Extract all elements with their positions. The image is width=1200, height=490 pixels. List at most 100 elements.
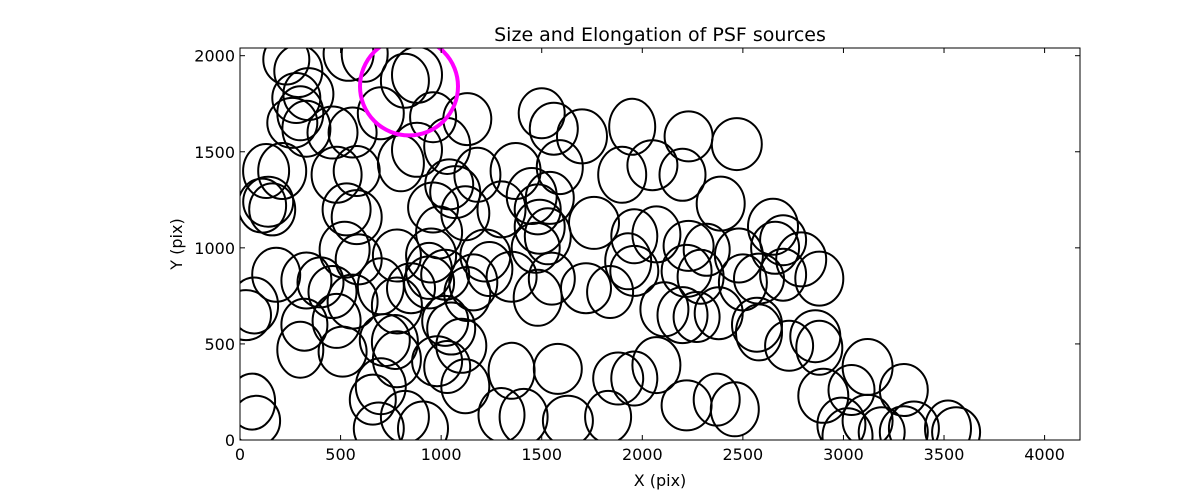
- x-tick-label: 2500: [723, 445, 764, 464]
- psf-source: [426, 301, 477, 356]
- psf-source: [597, 145, 648, 204]
- x-tick-label: 0: [235, 445, 245, 464]
- psf-source: [660, 379, 713, 432]
- psf-source: [541, 394, 594, 440]
- psf-source: [816, 396, 867, 440]
- psf-source: [586, 265, 635, 319]
- psf-source: [656, 286, 709, 345]
- psf-source: [584, 389, 633, 440]
- x-tick-label: 1500: [521, 445, 562, 464]
- psf-source: [273, 48, 324, 99]
- psf-source: [407, 181, 460, 234]
- psf-source: [340, 48, 389, 83]
- psf-source: [485, 250, 538, 303]
- chart-title: Size and Elongation of PSF sources: [494, 24, 826, 46]
- psf-source: [397, 400, 449, 440]
- psf-source: [242, 143, 291, 199]
- y-tick-label: 0: [225, 431, 235, 450]
- psf-source: [330, 189, 383, 246]
- psf-source: [759, 214, 808, 267]
- psf-source: [317, 325, 368, 378]
- psf-source: [240, 372, 277, 431]
- psf-source: [682, 222, 731, 277]
- psf-source: [556, 108, 608, 165]
- psf-source: [276, 320, 325, 379]
- psf-source: [560, 262, 612, 315]
- psf-source: [513, 198, 566, 255]
- psf-source: [251, 246, 302, 303]
- psf-source: [608, 97, 657, 156]
- x-tick-label: 3500: [924, 445, 965, 464]
- psf-source: [321, 182, 372, 237]
- y-tick-label: 1500: [194, 143, 235, 162]
- psf-source: [510, 221, 561, 274]
- psf-source: [639, 281, 690, 338]
- psf-source: [352, 401, 405, 440]
- psf-source: [391, 121, 443, 178]
- psf-source: [266, 96, 319, 149]
- psf-source: [240, 394, 282, 440]
- psf-source: [532, 342, 583, 395]
- psf-source: [391, 48, 443, 104]
- psf-source: [750, 220, 801, 275]
- psf-source: [423, 117, 472, 175]
- psf-source: [512, 268, 563, 327]
- psf-source: [759, 247, 808, 302]
- psf-source: [440, 358, 491, 415]
- y-axis-ticks: 0 500 1000 1500 2000: [194, 47, 1080, 450]
- psf-source: [327, 106, 378, 159]
- psf-source: [477, 387, 526, 440]
- y-tick-label: 1000: [194, 239, 235, 258]
- psf-source: [924, 399, 972, 440]
- psf-source: [528, 101, 579, 156]
- psf-source: [709, 381, 760, 438]
- x-tick-label: 500: [325, 445, 356, 464]
- psf-source: [841, 393, 894, 440]
- x-tick-label: 1000: [421, 445, 462, 464]
- psf-source: [421, 294, 470, 347]
- psf-source: [248, 182, 297, 237]
- psf-source: [827, 364, 876, 416]
- psf-source: [371, 228, 422, 283]
- y-tick-label: 500: [204, 335, 235, 354]
- psf-source: [240, 276, 280, 335]
- psf-source: [887, 400, 940, 440]
- psf-source: [592, 351, 645, 406]
- psf-source: [878, 405, 929, 440]
- psf-source: [663, 110, 714, 163]
- psf-source: [764, 319, 815, 372]
- psf-source: [348, 373, 397, 426]
- psf-source: [448, 253, 499, 312]
- psf-source: [280, 297, 329, 352]
- psf-source: [240, 289, 272, 342]
- psf-source: [356, 86, 405, 141]
- x-tick-label: 2000: [622, 445, 663, 464]
- psf-source: [821, 407, 874, 440]
- y-tick-label: 2000: [194, 47, 235, 66]
- psf-source: [797, 367, 850, 424]
- psf-source: [409, 91, 458, 144]
- psf-source: [310, 145, 363, 204]
- psf-source: [527, 251, 576, 306]
- psf-source: [435, 317, 488, 374]
- psf-source: [280, 251, 333, 310]
- psf-source: [747, 197, 799, 256]
- psf-source: [857, 406, 906, 440]
- psf-source: [498, 387, 549, 440]
- psf-source: [332, 145, 381, 197]
- psf-source: [604, 232, 653, 291]
- psf-source: [257, 142, 308, 200]
- x-tick-label: 3000: [823, 445, 864, 464]
- psf-source: [695, 175, 746, 232]
- psf-source: [609, 244, 660, 297]
- psf-source: [318, 220, 371, 279]
- x-tick-label: 4000: [1024, 445, 1065, 464]
- psf-source: [513, 183, 562, 236]
- psf-source: [403, 255, 456, 310]
- psf-source: [411, 335, 464, 388]
- psf-source: [841, 338, 894, 396]
- psf-source: [405, 227, 458, 284]
- psf-source: [306, 105, 359, 160]
- psf-source: [489, 142, 542, 200]
